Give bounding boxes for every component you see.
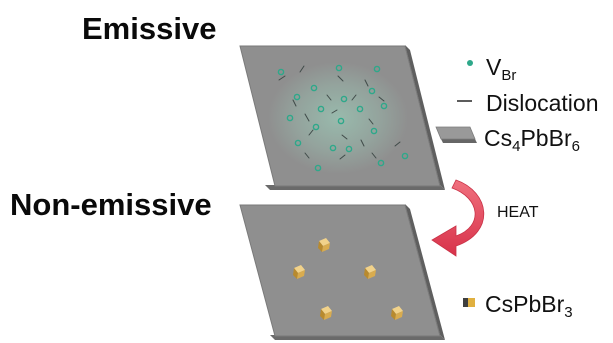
- cspbbr3-sub: 3: [564, 304, 573, 321]
- emissive-heading: Emissive: [82, 11, 217, 46]
- vbr-base: V: [486, 54, 502, 80]
- legend-icons: [435, 60, 477, 307]
- emissive-slab: [239, 45, 445, 190]
- nanocrystals: [293, 238, 403, 320]
- vacancy-dot: [380, 102, 388, 110]
- vacancy-dot: [293, 93, 301, 101]
- dislocation-line: [304, 113, 310, 122]
- nanocrystal: [320, 306, 332, 320]
- dislocation-line: [364, 79, 369, 87]
- dislocation-line: [304, 152, 310, 159]
- defect-glow: [268, 62, 408, 174]
- heat-arrow: [431, 179, 485, 257]
- cs4-part-2: PbBr: [520, 125, 572, 151]
- vacancy-dot: [329, 144, 337, 152]
- vacancy-dot: [370, 127, 378, 135]
- vacancy-dot: [373, 65, 381, 73]
- legend-vbr-label: VBr: [486, 54, 516, 84]
- vacancy-dot: [314, 164, 322, 172]
- vacancy-dot: [368, 87, 376, 95]
- dislocation-line: [378, 96, 385, 102]
- vbr-sub: Br: [501, 67, 517, 84]
- nanocrystal: [364, 265, 376, 279]
- cs4-sub-1: 4: [512, 138, 521, 155]
- vacancy-dot: [345, 145, 353, 153]
- dislocation-line: [394, 141, 401, 147]
- dislocation-line: [308, 129, 314, 136]
- dislocation-line: [299, 65, 305, 73]
- legend-cspbbr3-label: CsPbBr3: [485, 291, 573, 321]
- dislocation-line: [337, 75, 344, 82]
- dislocation-lines: [278, 65, 401, 160]
- dislocation-line: [326, 94, 332, 101]
- dislocation-line: [292, 99, 297, 107]
- dislocation-line: [371, 152, 377, 159]
- vacancy-dot: [337, 117, 345, 125]
- vacancy-dot: [310, 84, 318, 92]
- vacancy-dot: [377, 159, 385, 167]
- cs4-sub-2: 6: [571, 138, 580, 155]
- vacancy-dot: [317, 105, 325, 113]
- vacancy-dot: [286, 114, 294, 122]
- vacancy-dot: [401, 152, 409, 160]
- vacancy-dot: [356, 105, 364, 113]
- heat-label: HEAT: [497, 204, 539, 221]
- dislocation-line: [331, 109, 338, 114]
- dislocation-line: [368, 118, 374, 125]
- vacancy-dot: [335, 64, 343, 72]
- cspbbr3-part-1: CsPbBr: [485, 291, 565, 317]
- vacancy-dots: [277, 64, 409, 172]
- legend-cs4pbbr6-label: Cs4PbBr6: [484, 125, 580, 155]
- legend-dislocation-label: Dislocation: [486, 90, 599, 116]
- cs4-part-1: Cs: [484, 125, 513, 151]
- dislocation-line: [351, 94, 357, 101]
- nonemissive-heading: Non-emissive: [10, 187, 212, 222]
- vacancy-dot: [294, 139, 302, 147]
- vacancy-dot: [340, 95, 348, 103]
- nanocrystal: [318, 238, 330, 252]
- slab-icon: [435, 126, 477, 143]
- nonemissive-slab: [239, 204, 445, 340]
- vacancy-dot: [277, 68, 285, 76]
- vacancy-dot: [312, 123, 320, 131]
- vacancy-dot-icon: [467, 60, 473, 66]
- dislocation-line: [341, 134, 348, 140]
- dislocation-line: [339, 154, 346, 160]
- dislocation-line: [360, 139, 365, 147]
- nanocrystal: [293, 265, 305, 279]
- dislocation-line: [278, 75, 286, 81]
- cube-icon: [463, 298, 475, 307]
- nanocrystal: [391, 306, 403, 320]
